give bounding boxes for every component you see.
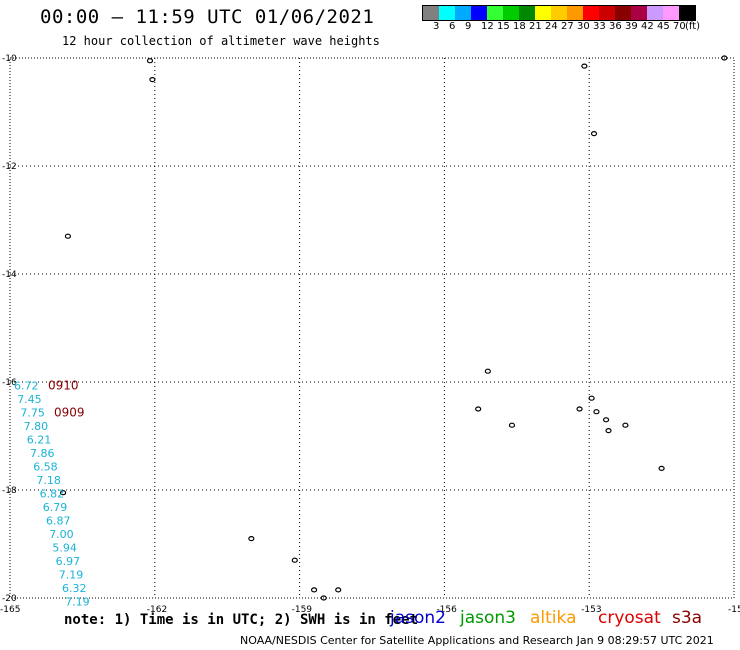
wave-height-label: 6.97: [56, 555, 81, 568]
island-outline: [475, 406, 482, 412]
latitude-tick-label: -14: [2, 270, 17, 280]
color-scale-label: 24: [545, 21, 558, 32]
wave-height-label: 6.32: [62, 582, 87, 595]
color-scale-label: 21: [529, 21, 542, 32]
color-swatch: [631, 6, 647, 20]
color-scale-label: (ft): [685, 21, 701, 32]
wave-height-label: 7.45: [17, 393, 42, 406]
page-title: 00:00 – 11:59 UTC 01/06/2021: [40, 6, 375, 28]
color-scale-label: 18: [513, 21, 526, 32]
color-scale-label: 30: [577, 21, 590, 32]
longitude-tick-label: -150: [728, 605, 740, 615]
color-scale-label: 70: [673, 21, 686, 32]
color-swatch: [439, 6, 455, 20]
color-scale-label: 36: [609, 21, 622, 32]
wave-height-label: 6.72: [14, 380, 39, 393]
island-outline: [658, 465, 665, 471]
island-outline: [320, 595, 327, 601]
island-outline: [146, 58, 154, 64]
color-swatch: [519, 6, 535, 20]
color-swatch: [647, 6, 663, 20]
island-outline: [622, 422, 629, 428]
latitude-tick-label: -12: [2, 162, 17, 172]
island-outline: [248, 535, 255, 542]
color-scale-label: 39: [625, 21, 638, 32]
mission-label-jason3: jason3: [460, 608, 516, 628]
color-scale-label: 12: [481, 21, 494, 32]
wave-height-label: 7.86: [30, 447, 55, 460]
color-scale-label: 33: [593, 21, 606, 32]
wave-height-label: 7.75: [20, 407, 45, 420]
wave-height-label: 5.94: [52, 542, 77, 555]
color-swatch: [503, 6, 519, 20]
color-swatch: [471, 6, 487, 20]
color-scale-label: 42: [641, 21, 654, 32]
island-outline: [602, 417, 610, 423]
wave-height-label: 6.58: [33, 461, 58, 474]
island-outline: [291, 557, 298, 563]
pass-id-label: 0910: [48, 379, 79, 393]
island-outline: [593, 409, 600, 415]
latitude-tick-label: -10: [2, 54, 17, 64]
mission-label-altika: altika: [530, 608, 577, 628]
color-scale-label: 15: [497, 21, 510, 32]
island-outline: [310, 587, 318, 593]
mission-label-jason2: jason2: [390, 608, 446, 628]
wave-height-label: 7.18: [36, 474, 61, 487]
island-outline: [484, 368, 491, 374]
wave-height-label: 6.87: [46, 515, 71, 528]
island-outline: [605, 428, 612, 434]
color-swatch: [679, 6, 695, 20]
island-outline: [721, 55, 728, 61]
color-scale-label: 6: [449, 21, 456, 32]
latitude-tick-label: -16: [2, 378, 17, 388]
mission-label-s3a: s3a: [672, 608, 703, 628]
island-outline: [588, 395, 595, 401]
wave-height-label: 6.82: [40, 488, 65, 501]
units-note: note: 1) Time is in UTC; 2) SWH is in fe…: [64, 612, 419, 628]
map-frame: [9, 57, 735, 599]
longitude-tick-label: -153: [581, 605, 601, 615]
color-swatch: [455, 6, 471, 20]
longitude-tick-label: -159: [292, 605, 313, 615]
color-swatch: [663, 6, 679, 20]
wave-height-label: 6.79: [43, 501, 68, 514]
island-outline: [64, 233, 72, 239]
longitude-tick-label: -156: [436, 605, 457, 615]
longitude-tick-label: -165: [0, 605, 20, 615]
island-outline: [590, 131, 598, 137]
color-scale-bar: [422, 5, 696, 21]
color-scale-label: 9: [465, 21, 472, 32]
wave-height-label: 6.21: [27, 434, 52, 447]
latitude-tick-label: -20: [2, 594, 17, 604]
island-outline: [576, 406, 583, 412]
mission-label-cryosat: cryosat: [598, 608, 661, 628]
pass-id-label: 0909: [54, 406, 85, 420]
color-scale-label: 3: [433, 21, 440, 32]
color-swatch: [583, 6, 599, 20]
wave-height-label: 7.19: [59, 569, 84, 582]
island-outline: [59, 490, 67, 496]
color-swatch: [423, 6, 439, 20]
color-swatch: [551, 6, 567, 20]
wave-height-label: 7.19: [65, 596, 90, 609]
island-outline: [581, 63, 588, 69]
island-outline: [335, 587, 342, 593]
color-swatch: [599, 6, 615, 20]
color-swatch: [487, 6, 503, 20]
color-swatch: [535, 6, 551, 20]
color-scale-label: 27: [561, 21, 574, 32]
island-outline: [508, 422, 516, 428]
latitude-tick-label: -18: [2, 486, 17, 496]
footer-credit: NOAA/NESDIS Center for Satellite Applica…: [240, 634, 714, 647]
page-subtitle: 12 hour collection of altimeter wave hei…: [62, 34, 380, 48]
color-swatch: [567, 6, 583, 20]
color-swatch: [615, 6, 631, 20]
island-outline: [149, 76, 156, 83]
wave-height-label: 7.00: [49, 528, 73, 541]
color-scale-label: 45: [657, 21, 670, 32]
wave-height-label: 7.80: [24, 420, 48, 433]
longitude-tick-label: -162: [147, 605, 167, 615]
